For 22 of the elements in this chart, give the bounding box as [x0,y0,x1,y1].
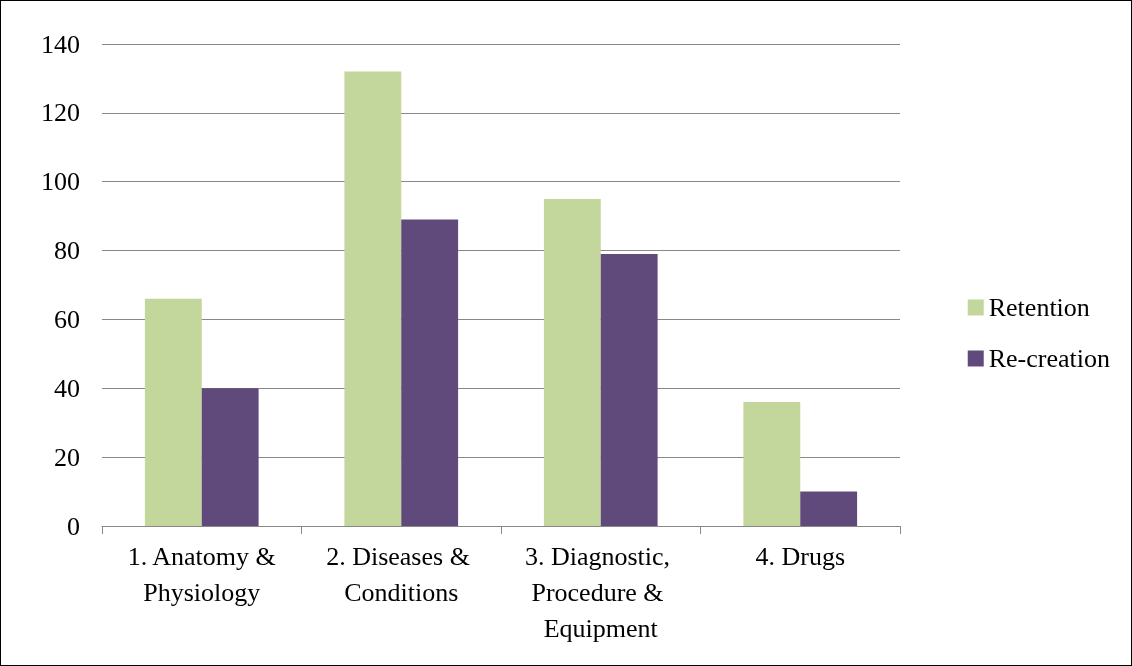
bar [201,388,259,526]
y-tick-label: 40 [54,373,80,403]
bar [800,491,858,526]
x-tick-label: 3. Diagnostic, Procedure & Equipment [524,541,677,643]
y-tick-label: 0 [67,511,80,541]
bar [401,219,459,526]
legend-label: Re-creation [988,344,1110,373]
x-tick-label: 4. Drugs [755,541,846,571]
bar [743,402,801,526]
x-tick-label: 1. Anatomy &Physiology [127,541,276,607]
bar [600,254,658,526]
y-tick-label: 60 [54,304,80,334]
y-tick-label: 80 [54,236,80,266]
legend-label: Retention [988,293,1090,322]
y-tick-label: 100 [41,167,80,197]
bar [543,198,601,526]
bar [344,71,402,526]
x-tick-label: 2. Diseases & Conditions [326,541,477,607]
y-tick-label: 140 [41,29,80,59]
bar [144,298,202,526]
y-tick-label: 20 [54,442,80,472]
y-tick-label: 120 [41,98,80,128]
